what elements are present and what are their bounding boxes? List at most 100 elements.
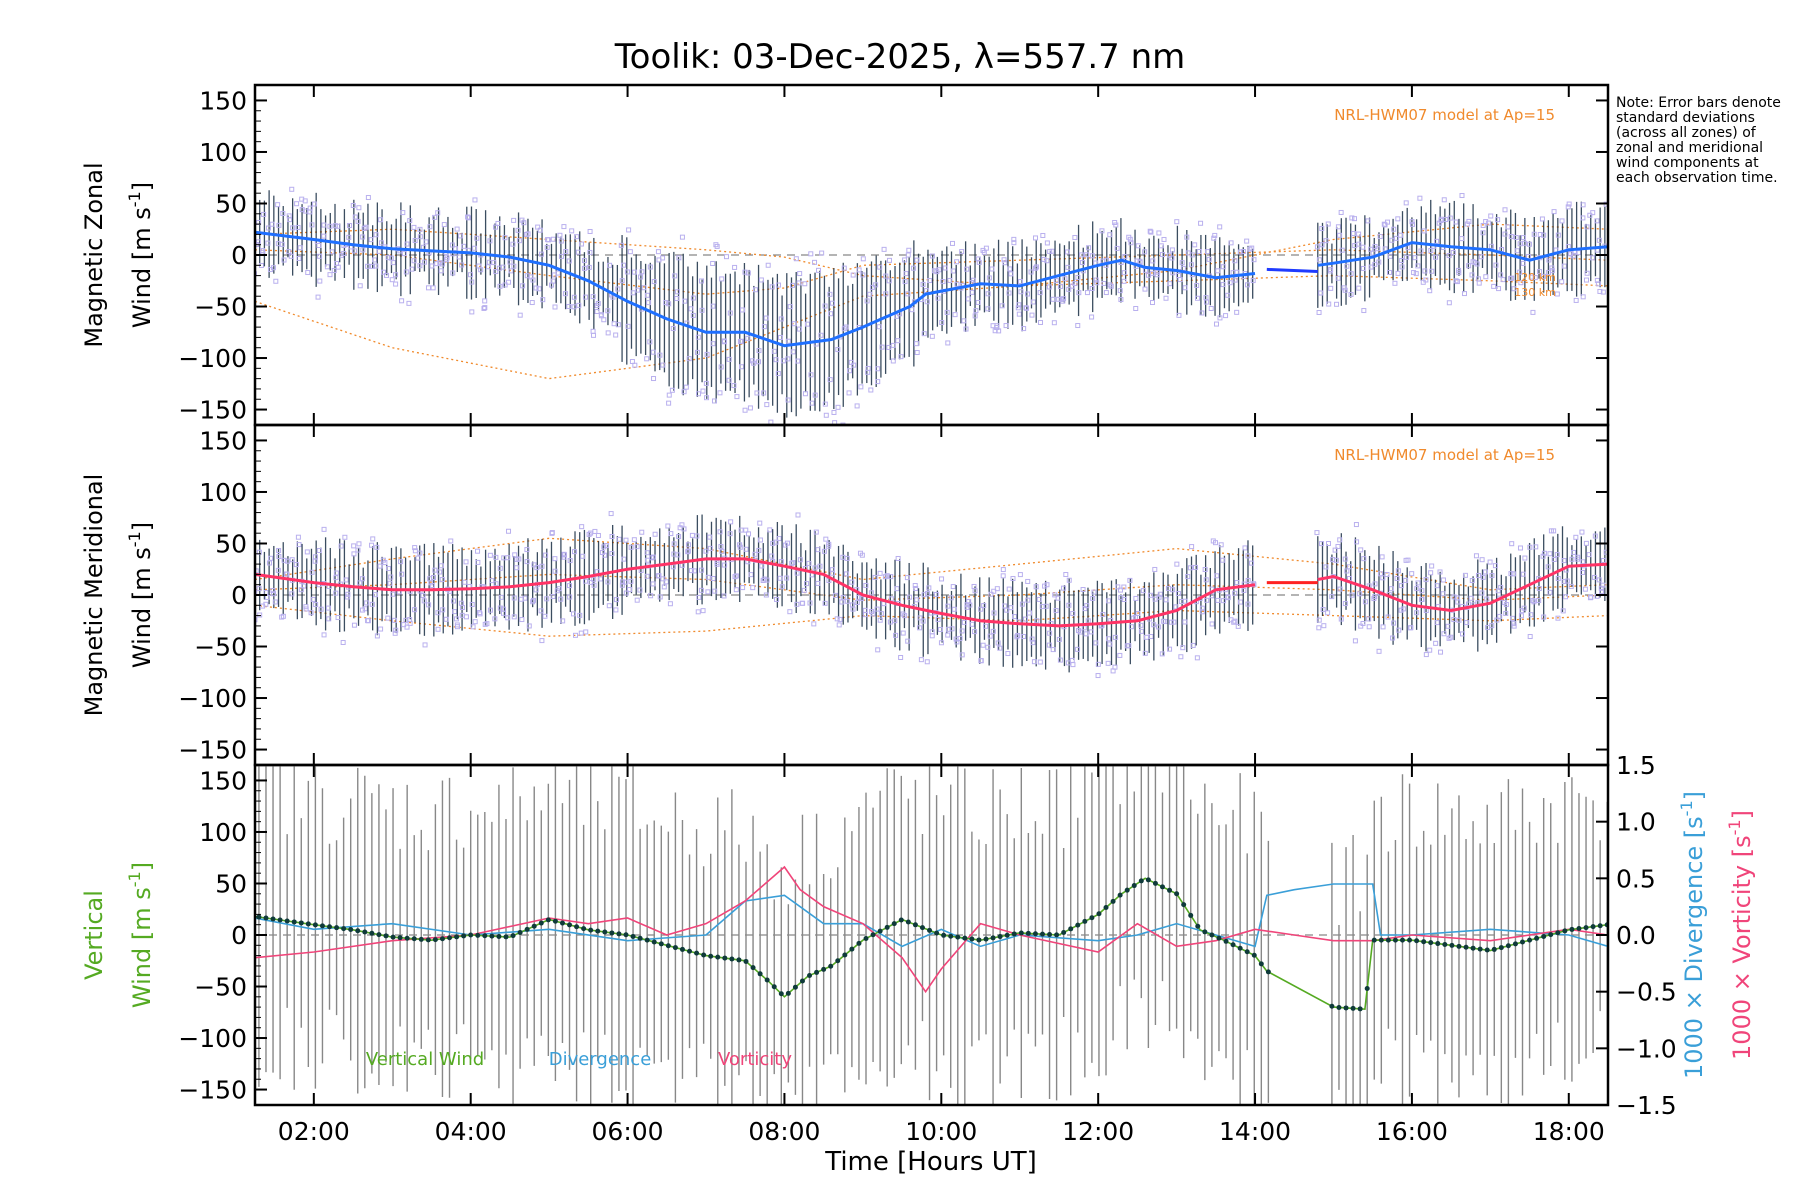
scatter-point <box>365 263 371 269</box>
scatter-point <box>1580 202 1586 208</box>
scatter-point <box>950 268 956 274</box>
scatter-point <box>1101 280 1107 286</box>
scatter-point <box>1482 569 1488 575</box>
scatter-point <box>1469 578 1475 584</box>
scatter-point <box>1453 219 1459 225</box>
scatter-point <box>270 265 276 271</box>
vertical-wind-point <box>1181 902 1187 908</box>
scatter-point <box>823 536 829 542</box>
vertical-wind-point <box>531 923 537 929</box>
scatter-point <box>613 597 619 603</box>
scatter-point <box>1052 592 1058 598</box>
scatter-point <box>265 240 271 246</box>
scatter-point <box>1193 564 1199 570</box>
scatter-point <box>875 379 881 385</box>
scatter-point <box>454 226 460 232</box>
scatter-point <box>696 391 702 397</box>
scatter-point <box>514 565 520 571</box>
scatter-point <box>988 591 994 597</box>
scatter-point <box>1498 584 1504 590</box>
scatter-point <box>1316 617 1322 623</box>
vertical-wind-point <box>927 927 933 933</box>
scatter-point <box>1494 617 1500 623</box>
scatter-point <box>1404 254 1410 260</box>
scatter-point <box>1056 636 1062 642</box>
scatter-point <box>1329 594 1335 600</box>
vertical-wind-point <box>849 946 855 952</box>
scatter-point <box>511 595 517 601</box>
scatter-point <box>372 257 378 263</box>
scatter-point <box>1422 268 1428 274</box>
vertical-wind-point <box>1117 892 1123 898</box>
vertical-wind-point <box>708 953 714 959</box>
scatter-point <box>1014 634 1020 640</box>
scatter-point <box>1053 278 1059 284</box>
scatter-point <box>670 564 676 570</box>
vertical-wind-point <box>912 922 918 928</box>
scatter-point <box>631 537 637 543</box>
scatter-point <box>454 624 460 630</box>
scatter-point <box>1075 646 1081 652</box>
vertical-wind-point <box>1237 945 1243 951</box>
scatter-point <box>423 239 429 245</box>
scatter-point <box>373 592 379 598</box>
scatter-point <box>661 584 667 590</box>
scatter-point <box>1409 219 1415 225</box>
scatter-point <box>1488 213 1494 219</box>
model-curve-1 <box>255 537 1608 591</box>
scatter-point <box>562 291 568 297</box>
scatter-point <box>699 567 705 573</box>
scatter-point <box>1176 312 1182 318</box>
scatter-point <box>355 218 361 224</box>
scatter-point <box>1489 573 1495 579</box>
scatter-point <box>1531 599 1537 605</box>
scatter-point <box>1126 643 1132 649</box>
scatter-point <box>1162 619 1168 625</box>
scatter-point <box>1128 624 1134 630</box>
scatter-point <box>1520 571 1526 577</box>
scatter-point <box>411 224 417 230</box>
scatter-point <box>255 589 258 595</box>
scatter-point <box>1208 305 1214 311</box>
scatter-point <box>1314 244 1320 250</box>
vertical-wind-point <box>814 969 820 975</box>
scatter-point <box>389 277 395 283</box>
vertical-wind-point <box>1449 942 1455 948</box>
scatter-point <box>443 616 449 622</box>
scatter-point <box>883 273 889 279</box>
scatter-point <box>1084 603 1090 609</box>
vertical-wind-point <box>1512 941 1518 947</box>
scatter-point <box>398 559 404 565</box>
vertical-wind-point <box>1054 932 1060 938</box>
vertical-wind-point <box>687 948 693 954</box>
scatter-point <box>628 578 634 584</box>
scatter-point <box>669 387 675 393</box>
scatter-point <box>501 555 507 561</box>
scatter-point <box>507 259 513 265</box>
scatter-point <box>386 566 392 572</box>
scatter-point <box>482 621 488 627</box>
vertical-wind-point <box>990 935 996 941</box>
scatter-point <box>625 323 631 329</box>
scatter-point <box>1533 544 1539 550</box>
vertical-wind-point <box>1590 924 1596 930</box>
vertical-wind-point <box>1484 947 1490 953</box>
scatter-point <box>1175 590 1181 596</box>
scatter-point <box>1600 289 1606 295</box>
scatter-point <box>721 338 727 344</box>
scatter-point <box>1480 222 1486 228</box>
vertical-wind-point <box>1520 939 1526 945</box>
scatter-point <box>1063 572 1069 578</box>
meridional-ylabel-line1: Magnetic Meridional <box>80 474 108 717</box>
scatter-point <box>435 610 441 616</box>
scatter-point <box>1391 226 1397 232</box>
scatter-point <box>522 595 528 601</box>
scatter-point <box>514 556 520 562</box>
scatter-point <box>1412 255 1418 261</box>
scatter-point <box>694 349 700 355</box>
scatter-point <box>510 241 516 247</box>
mean-wind-line-late <box>1317 241 1608 267</box>
scatter-point <box>1192 242 1198 248</box>
scatter-point <box>521 220 527 226</box>
scatter-point <box>511 614 517 620</box>
